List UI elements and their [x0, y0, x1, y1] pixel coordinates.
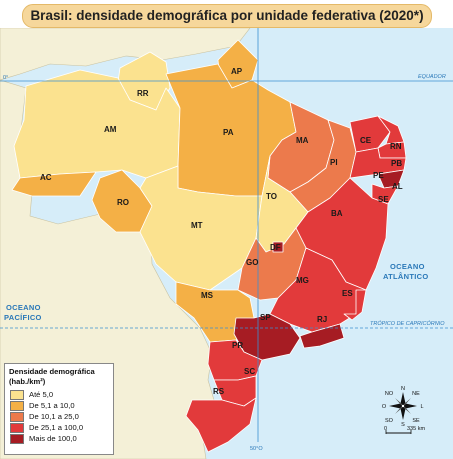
legend-title: Densidade demográfica — [9, 367, 95, 376]
compass-so-label: SO — [385, 418, 394, 424]
label-BA: BA — [331, 209, 343, 218]
label-PI: PI — [330, 158, 338, 167]
state-SE — [371, 183, 399, 205]
legend-item: De 10,1 a 25,0 — [5, 411, 113, 422]
legend-item: De 25,1 a 100,0 — [5, 422, 113, 433]
scale-value-label: 335 km — [407, 426, 425, 432]
state-SP — [233, 313, 301, 361]
meridian-label: 50°O — [250, 446, 263, 452]
tropic-label: TRÓPICO DE CAPRICÓRNIO — [370, 320, 445, 327]
label-AC: AC — [40, 173, 52, 182]
label-CE: CE — [360, 136, 372, 145]
legend-unit: (hab./km²) — [9, 377, 46, 386]
state-RJ — [299, 323, 345, 349]
label-RS: RS — [213, 387, 225, 396]
legend-item: Até 5,0 — [5, 389, 113, 400]
state-AC — [11, 171, 97, 197]
pacific-ocean-label-2: PACÍFICO — [4, 313, 42, 322]
label-AM: AM — [104, 125, 117, 134]
label-MA: MA — [296, 136, 309, 145]
compass-se-label: SE — [412, 418, 420, 424]
equator-label: EQUADOR — [418, 74, 446, 80]
label-SE: SE — [378, 195, 389, 204]
legend-item: Mais de 100,0 — [5, 433, 113, 444]
compass-ne-label: NE — [412, 391, 420, 397]
legend-swatch — [10, 411, 24, 422]
scale-zero-label: 0 — [384, 426, 387, 432]
state-DF — [272, 241, 284, 253]
equator-degree-label: 0° — [3, 75, 8, 81]
label-RO: RO — [117, 198, 129, 207]
legend-item-label: De 5,1 a 10,0 — [29, 401, 75, 410]
label-ES: ES — [342, 289, 353, 298]
scale-bar: 0 335 km — [384, 426, 425, 434]
compass-l-label: L — [420, 404, 423, 410]
map-title: Brasil: densidade demográfica por unidad… — [22, 4, 432, 28]
atlantic-ocean-label-2: ATLÂNTICO — [383, 272, 428, 281]
label-AP: AP — [231, 67, 243, 76]
label-PR: PR — [232, 341, 243, 350]
legend-item-label: Mais de 100,0 — [29, 434, 77, 443]
label-GO: GO — [246, 258, 258, 267]
label-SP: SP — [260, 313, 271, 322]
state-RS — [185, 397, 257, 453]
legend-item-label: De 10,1 a 25,0 — [29, 412, 79, 421]
label-RJ: RJ — [317, 315, 327, 324]
atlantic-ocean-label-1: OCEANO — [390, 262, 425, 271]
legend-item-label: Até 5,0 — [29, 390, 54, 399]
label-RN: RN — [390, 142, 402, 151]
label-MG: MG — [296, 276, 309, 285]
compass-s-label: S — [401, 422, 405, 428]
label-TO: TO — [266, 192, 277, 201]
legend-swatch — [10, 433, 24, 444]
compass-no-label: NO — [385, 391, 394, 397]
legend-swatch — [10, 400, 24, 411]
label-PB: PB — [391, 159, 402, 168]
map-legend: Densidade demográfica (hab./km²) Até 5,0… — [4, 363, 114, 455]
state-CE — [349, 115, 391, 153]
state-PE — [349, 147, 407, 179]
legend-swatch — [10, 389, 24, 400]
label-SC: SC — [244, 367, 255, 376]
label-MS: MS — [201, 291, 214, 300]
label-AL: AL — [392, 182, 403, 191]
label-MT: MT — [191, 221, 203, 230]
legend-item: De 5,1 a 10,0 — [5, 400, 113, 411]
legend-swatch — [10, 422, 24, 433]
brazil-map: EQUADOR 0° TRÓPICO DE CAPRICÓRNIO 50°O O… — [0, 28, 453, 459]
label-PA: PA — [223, 128, 234, 137]
label-RR: RR — [137, 89, 149, 98]
compass-rose-icon — [389, 392, 417, 420]
compass-o-label: O — [382, 404, 387, 410]
pacific-ocean-label-1: OCEANO — [6, 303, 41, 312]
state-ES — [343, 289, 367, 321]
label-DF: DF — [270, 243, 281, 252]
legend-item-label: De 25,1 a 100,0 — [29, 423, 84, 432]
label-PE: PE — [373, 171, 384, 180]
compass-n-label: N — [401, 386, 405, 392]
